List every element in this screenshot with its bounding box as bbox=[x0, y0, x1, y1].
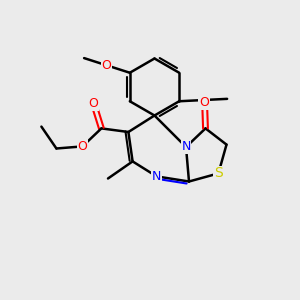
Text: N: N bbox=[181, 140, 191, 154]
Text: O: O bbox=[200, 96, 209, 109]
Text: S: S bbox=[214, 167, 223, 180]
Text: O: O bbox=[101, 59, 111, 72]
Text: N: N bbox=[152, 170, 161, 183]
Text: O: O bbox=[89, 97, 98, 110]
Text: O: O bbox=[78, 140, 87, 153]
Text: O: O bbox=[199, 94, 209, 106]
